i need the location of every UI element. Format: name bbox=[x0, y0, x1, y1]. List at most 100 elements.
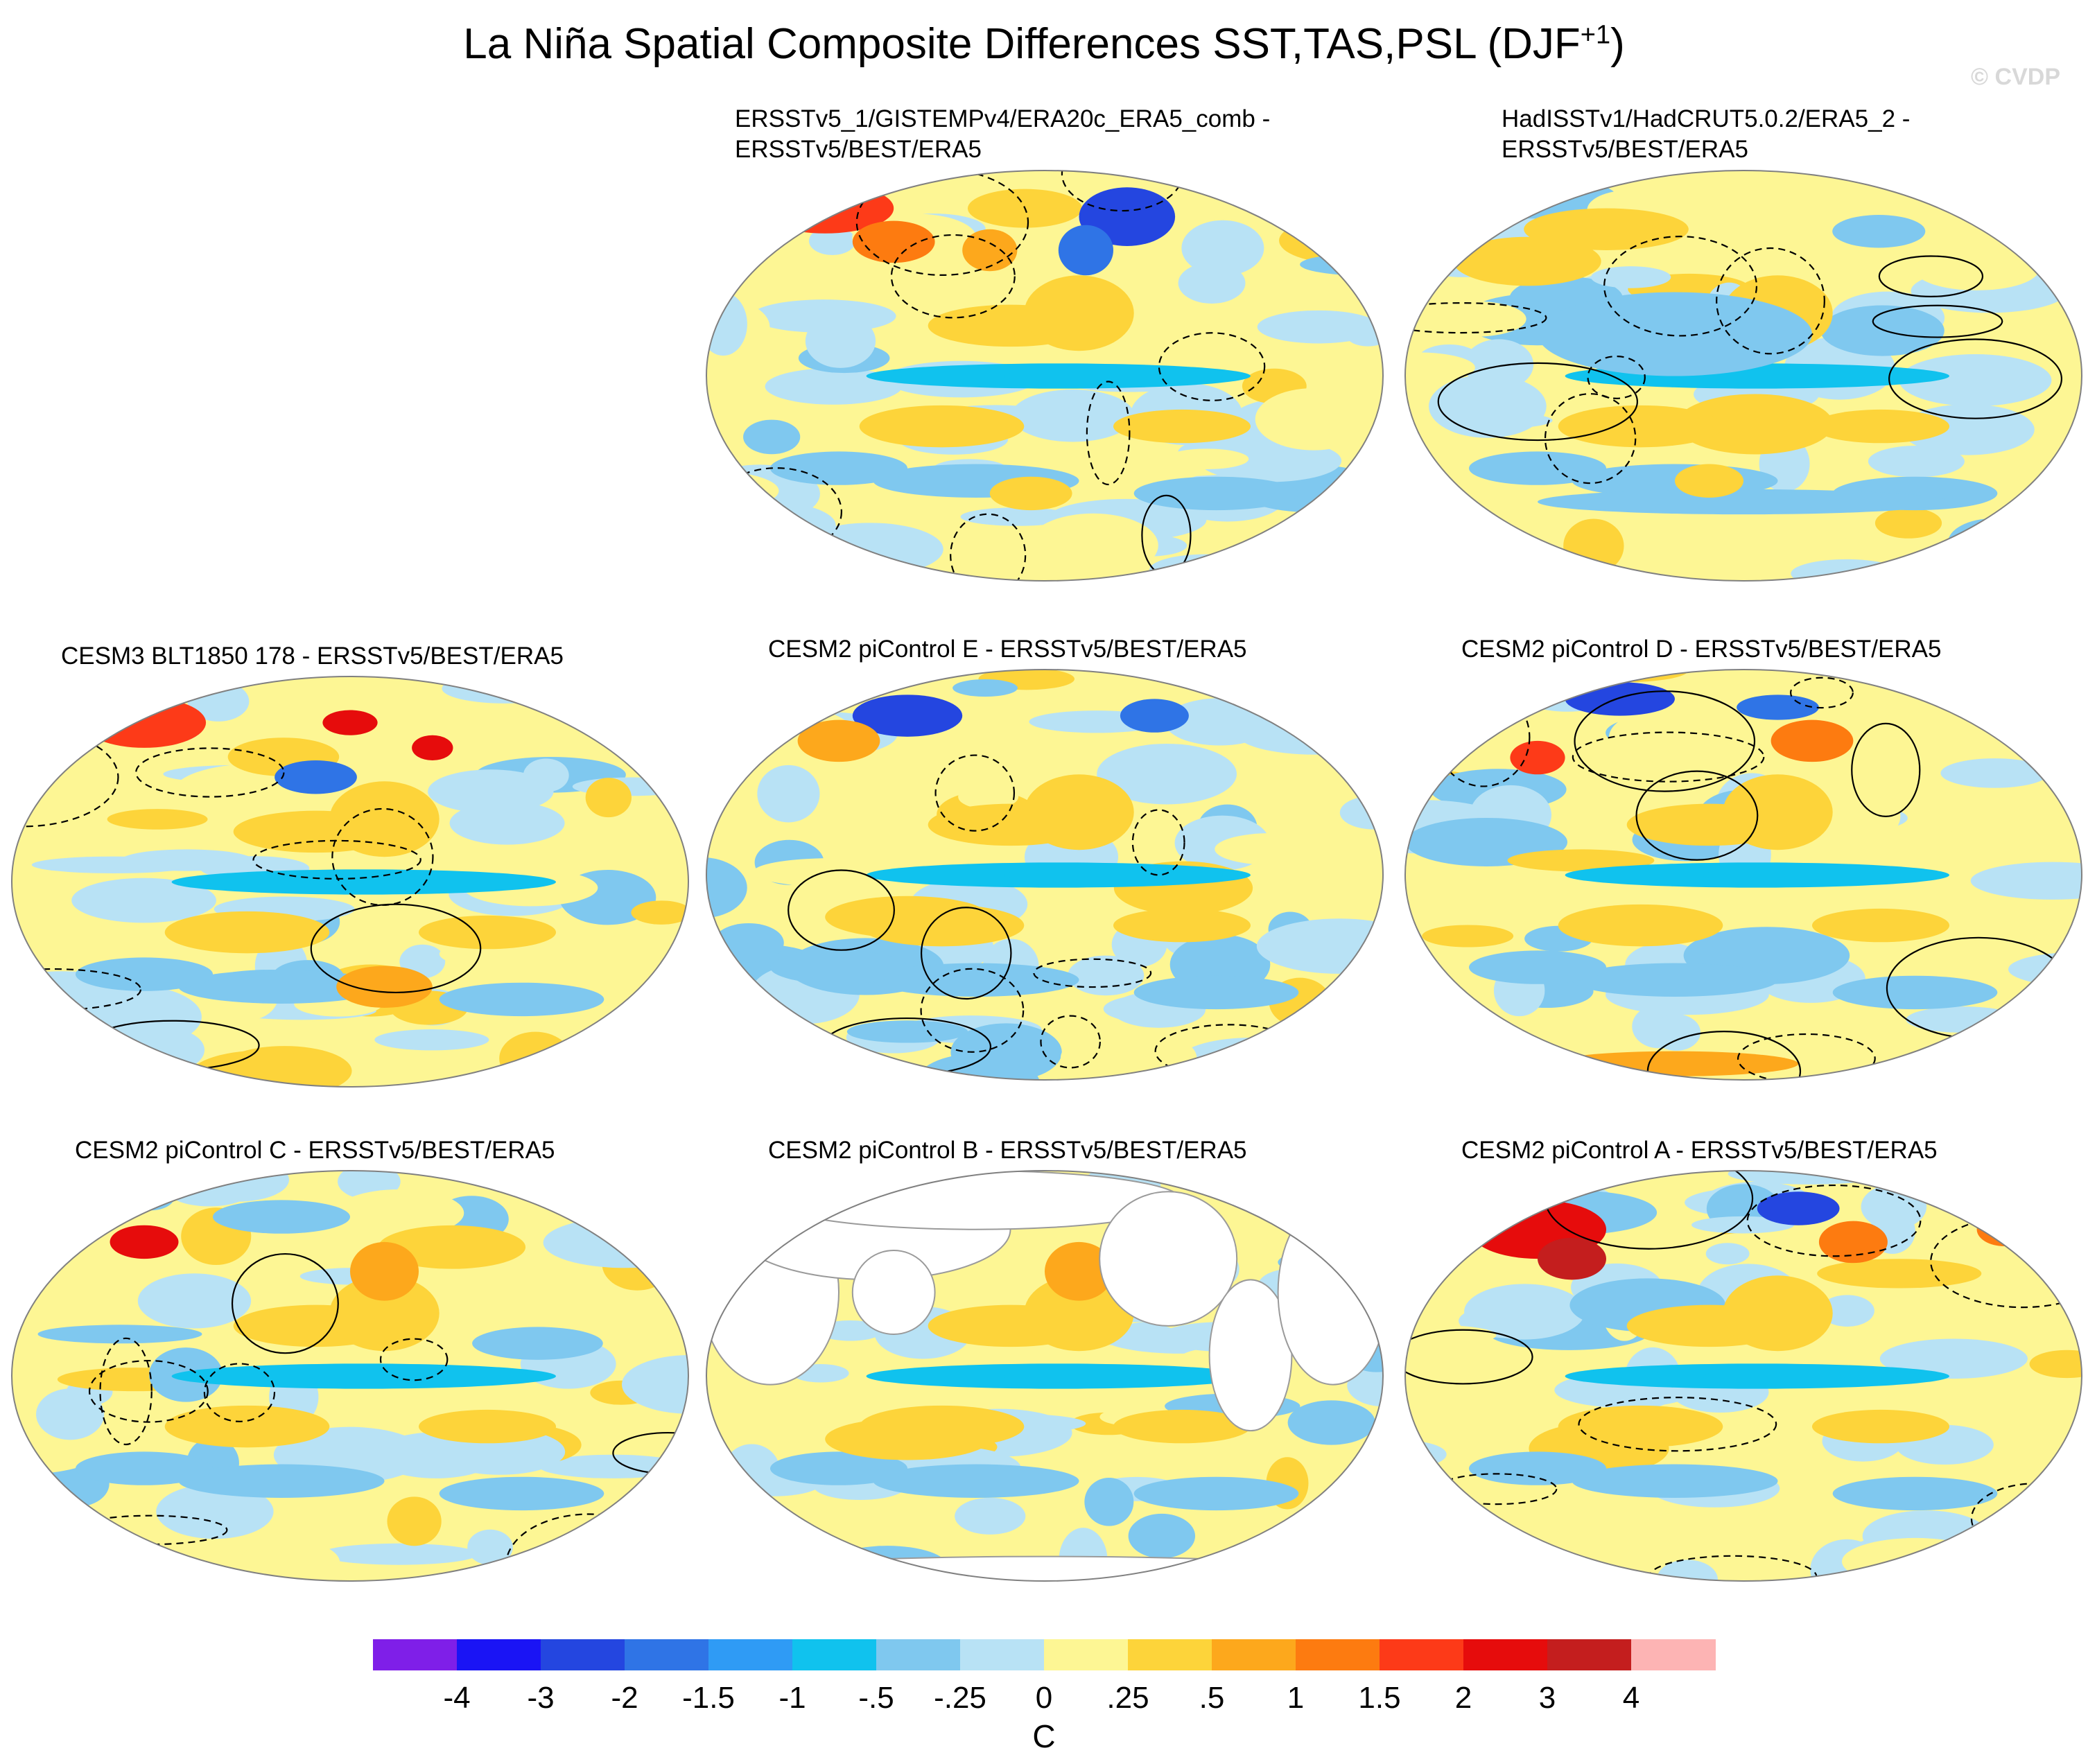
field-patch bbox=[775, 534, 838, 555]
field-patch bbox=[1459, 171, 1542, 187]
field-feature bbox=[439, 1476, 604, 1511]
psl-contour bbox=[1878, 255, 1984, 297]
field-feature bbox=[770, 950, 907, 984]
field-patch bbox=[99, 1078, 259, 1087]
colorbar-tick-label: 2 bbox=[1454, 1681, 1472, 1715]
psl-contour bbox=[1635, 770, 1759, 861]
field-feature bbox=[873, 1464, 1079, 1498]
psl-contour bbox=[950, 513, 1027, 581]
field-feature bbox=[1818, 1221, 1888, 1264]
colorbar-box bbox=[960, 1639, 1045, 1670]
field-feature bbox=[164, 1405, 330, 1448]
field-patch bbox=[1251, 1055, 1314, 1080]
map-panel-p5 bbox=[1404, 669, 2082, 1081]
colorbar-tick-label: 1 bbox=[1287, 1681, 1305, 1715]
field-patch bbox=[1868, 445, 1965, 478]
field-patch bbox=[1820, 1295, 1874, 1327]
panel-title-p6: CESM2 piControl C - ERSSTv5/BEST/ERA5 bbox=[75, 1137, 555, 1164]
field-feature bbox=[1024, 275, 1134, 351]
field-patch bbox=[1011, 390, 1135, 442]
field-feature bbox=[1702, 1368, 1922, 1385]
colorbar-box bbox=[792, 1639, 877, 1670]
field-feature bbox=[1572, 963, 1778, 997]
field-feature bbox=[770, 1451, 907, 1485]
colorbar-tick-label: .5 bbox=[1199, 1681, 1225, 1715]
field-patch bbox=[12, 1171, 113, 1186]
field-patch bbox=[622, 1354, 688, 1414]
colorbar-box bbox=[1463, 1639, 1548, 1670]
panel-title-p5: CESM2 piControl D - ERSSTv5/BEST/ERA5 bbox=[1461, 636, 1942, 663]
title-main: La Niña Spatial Composite Differences SS… bbox=[463, 20, 1581, 68]
title-end: ) bbox=[1610, 20, 1625, 68]
psl-contour bbox=[1737, 1033, 1876, 1080]
psl-contour bbox=[1405, 302, 1547, 334]
field-feature bbox=[1558, 904, 1723, 947]
psl-contour bbox=[1716, 247, 1825, 355]
field-patch bbox=[1149, 554, 1262, 581]
psl-contour bbox=[1746, 1184, 1922, 1257]
field-patch bbox=[706, 1530, 808, 1581]
field-feature bbox=[1832, 975, 1998, 1010]
field-feature bbox=[329, 781, 440, 857]
field-patch bbox=[1608, 704, 1766, 770]
panel-title-p3: CESM3 BLT1850 178 - ERSSTv5/BEST/ERA5 bbox=[61, 643, 564, 670]
field-patch bbox=[1405, 469, 1450, 523]
colorbar-box bbox=[1380, 1639, 1464, 1670]
field-patch bbox=[472, 1327, 603, 1360]
field-patch bbox=[865, 284, 1030, 305]
field-patch bbox=[1676, 394, 1834, 455]
field-feature bbox=[1702, 367, 1922, 385]
colorbar-tick-label: .25 bbox=[1106, 1681, 1149, 1715]
field-patch bbox=[1705, 1243, 1750, 1265]
field-patch bbox=[187, 1050, 336, 1087]
colorbar-box bbox=[1128, 1639, 1212, 1670]
psl-contour bbox=[12, 968, 141, 1011]
field-feature bbox=[1551, 1051, 1799, 1076]
field-feature bbox=[770, 451, 907, 485]
psl-contour bbox=[788, 869, 895, 951]
field-feature bbox=[1771, 719, 1854, 762]
colorbar-tick-label: 0 bbox=[1035, 1681, 1053, 1715]
field-patch bbox=[555, 1545, 688, 1569]
field-patch bbox=[955, 1497, 1026, 1535]
field-patch bbox=[128, 1173, 174, 1194]
map-outline bbox=[1404, 1170, 2082, 1582]
field-patch bbox=[2037, 670, 2082, 690]
field-patch bbox=[2033, 1532, 2082, 1581]
field-patch bbox=[1464, 1284, 1585, 1340]
psl-contour bbox=[231, 1252, 339, 1354]
field-feature bbox=[308, 873, 529, 891]
field-feature bbox=[1737, 695, 1819, 720]
psl-contour bbox=[1578, 1397, 1777, 1452]
field-feature bbox=[1723, 1275, 1833, 1352]
field-patch bbox=[1754, 171, 1901, 207]
panel-title-p7: CESM2 piControl B - ERSSTv5/BEST/ERA5 bbox=[768, 1137, 1247, 1164]
field-patch bbox=[238, 1539, 340, 1581]
field-patch bbox=[320, 1543, 478, 1565]
field-feature bbox=[1675, 464, 1743, 498]
shaded-field bbox=[706, 171, 1383, 581]
field-feature bbox=[1572, 1464, 1778, 1498]
colorbar-tick-label: -3 bbox=[527, 1681, 555, 1715]
field-patch bbox=[706, 857, 747, 918]
field-patch bbox=[12, 710, 63, 742]
field-feature bbox=[350, 1241, 419, 1301]
field-patch bbox=[37, 1325, 202, 1344]
field-patch bbox=[808, 227, 856, 256]
field-patch bbox=[1464, 1032, 1560, 1061]
land-mask bbox=[1099, 1191, 1238, 1327]
field-patch bbox=[950, 1023, 1062, 1080]
map-outline bbox=[706, 170, 1384, 582]
psl-contour bbox=[1436, 1473, 1558, 1505]
field-patch bbox=[1346, 325, 1383, 347]
shaded-field bbox=[706, 670, 1383, 1080]
psl-contour bbox=[1872, 304, 2003, 338]
field-patch bbox=[713, 923, 784, 963]
field-feature bbox=[962, 229, 1018, 272]
colorbar-tick-label: -.25 bbox=[934, 1681, 986, 1715]
field-feature bbox=[1133, 975, 1299, 1010]
psl-contour bbox=[1544, 393, 1637, 484]
field-patch bbox=[1289, 1526, 1383, 1580]
field-feature bbox=[825, 896, 990, 938]
field-patch bbox=[1972, 1536, 2030, 1581]
